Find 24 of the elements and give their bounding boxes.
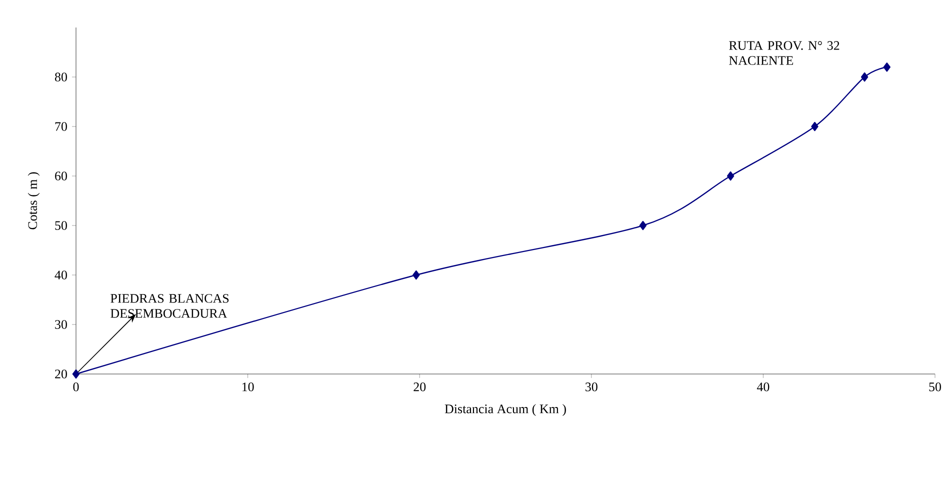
x-tick-label: 30: [586, 382, 598, 392]
y-tick-label: 20: [55, 370, 67, 378]
x-tick-label: 50: [929, 382, 942, 392]
x-axis-title: Distancia Acum ( Km ): [444, 404, 566, 416]
point: [72, 369, 80, 379]
point: [811, 122, 818, 132]
point: [639, 220, 647, 230]
x-tick-label: 0: [73, 382, 79, 392]
point: [726, 171, 734, 181]
y-axis-title: Cotas ( m ): [28, 172, 40, 230]
point: [860, 72, 868, 82]
x-tick-label: 20: [414, 382, 426, 392]
x-tick-label: 10: [242, 382, 254, 392]
point: [883, 62, 890, 72]
annotation: RUTA PROV. N° 32 NACIENTE: [729, 41, 840, 65]
y-tick-label: 30: [55, 320, 67, 329]
y-tick-label: 80: [54, 72, 67, 82]
x-tick-label: 40: [756, 382, 770, 392]
y-tick-label: 50: [55, 221, 67, 230]
y-tick-label: 40: [54, 270, 67, 280]
y-tick-label: 70: [55, 122, 67, 131]
point: [412, 270, 420, 280]
annotation: PIEDRAS BLANCAS DESEMBOCADURA: [110, 294, 229, 318]
y-tick-label: 60: [55, 172, 67, 180]
